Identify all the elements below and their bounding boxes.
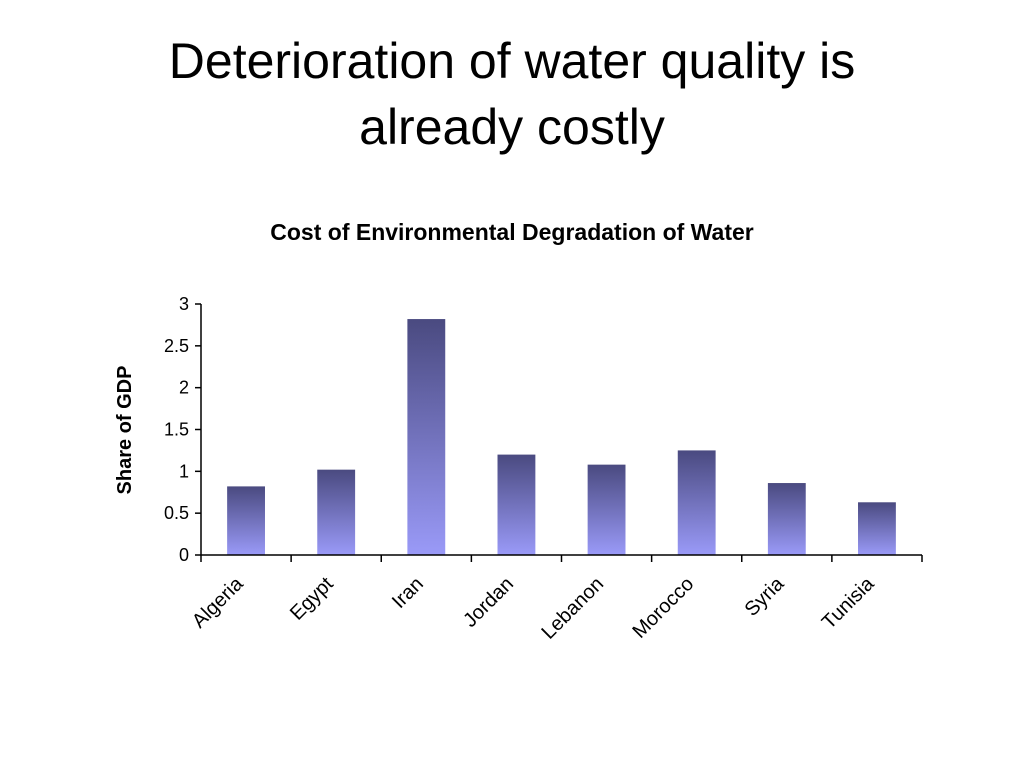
- x-category-label: Lebanon: [537, 573, 608, 644]
- y-tick-label: 2: [179, 378, 189, 398]
- bar-egypt: [317, 469, 356, 555]
- y-tick-label: 2.5: [164, 336, 189, 356]
- slide-title-line-2: already costly: [359, 99, 665, 155]
- y-axis-label: Share of GDP: [114, 366, 136, 495]
- x-category-label: Morocco: [628, 573, 698, 643]
- y-tick-label: 0: [179, 545, 189, 565]
- slide-title-line-1: Deterioration of water quality is: [168, 33, 856, 89]
- chart-title: Cost of Environmental Degradation of Wat…: [270, 219, 754, 245]
- y-tick-label: 3: [179, 294, 189, 314]
- y-tick-label: 0.5: [164, 503, 189, 523]
- x-category-label: Algeria: [188, 572, 248, 632]
- x-category-label: Syria: [741, 572, 789, 620]
- y-tick-label: 1: [179, 461, 189, 481]
- x-category-label: Tunisia: [818, 572, 879, 633]
- bar-syria: [767, 483, 806, 555]
- bar-jordan: [497, 454, 536, 555]
- bar-morocco: [677, 450, 716, 555]
- x-category-label: Jordan: [459, 573, 518, 632]
- bar-tunisia: [858, 502, 896, 555]
- x-category-label: Iran: [388, 573, 428, 613]
- slide-title: Deterioration of water quality is alread…: [0, 28, 1024, 160]
- y-tick-label: 1.5: [164, 420, 189, 440]
- bar-lebanon: [587, 464, 626, 555]
- bar-iran: [407, 319, 446, 555]
- plot-area: 0 0.5 1 1.5 2 2.5 3 Algeria Egypt Iran Jordan Leban…: [164, 294, 923, 644]
- x-category-label: Egypt: [286, 573, 338, 625]
- bar-algeria: [227, 486, 265, 555]
